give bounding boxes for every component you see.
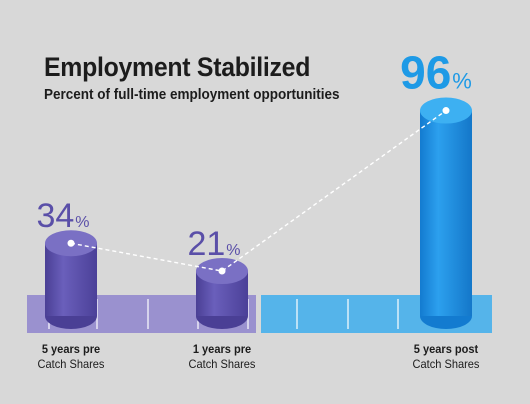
value-label-2: 21% bbox=[187, 225, 240, 263]
bar-body bbox=[420, 110, 472, 316]
category-line2: Catch Shares bbox=[412, 357, 480, 371]
category-line1: 5 years post bbox=[413, 342, 479, 356]
value-label-3: 96% bbox=[400, 47, 472, 99]
category-line1: 1 years pre bbox=[192, 342, 252, 356]
trend-line-group bbox=[70, 109, 447, 272]
category-line2: Catch Shares bbox=[37, 357, 105, 371]
category-line1: 5 years pre bbox=[41, 342, 101, 356]
value-number: 21 bbox=[187, 225, 225, 263]
category-label-3: 5 years post Catch Shares bbox=[391, 342, 501, 372]
category-label-1: 5 years pre Catch Shares bbox=[16, 342, 126, 372]
value-unit: % bbox=[452, 69, 472, 94]
category-label-2: 1 years pre Catch Shares bbox=[167, 342, 277, 372]
value-unit: % bbox=[75, 214, 89, 231]
value-number: 34 bbox=[36, 197, 74, 235]
bar-3 bbox=[420, 97, 472, 329]
chart-subtitle: Percent of full-time employment opportun… bbox=[44, 86, 340, 103]
category-line2: Catch Shares bbox=[188, 357, 256, 371]
value-unit: % bbox=[226, 242, 240, 259]
chart-title: Employment Stabilized bbox=[44, 52, 311, 82]
value-labels-group: 34%21%96% bbox=[36, 47, 471, 264]
bar-1 bbox=[45, 230, 97, 329]
value-number: 96 bbox=[400, 47, 451, 99]
bar-2 bbox=[196, 258, 248, 329]
trend-line bbox=[70, 109, 447, 272]
bars-group bbox=[45, 97, 472, 329]
value-label-1: 34% bbox=[36, 197, 89, 235]
